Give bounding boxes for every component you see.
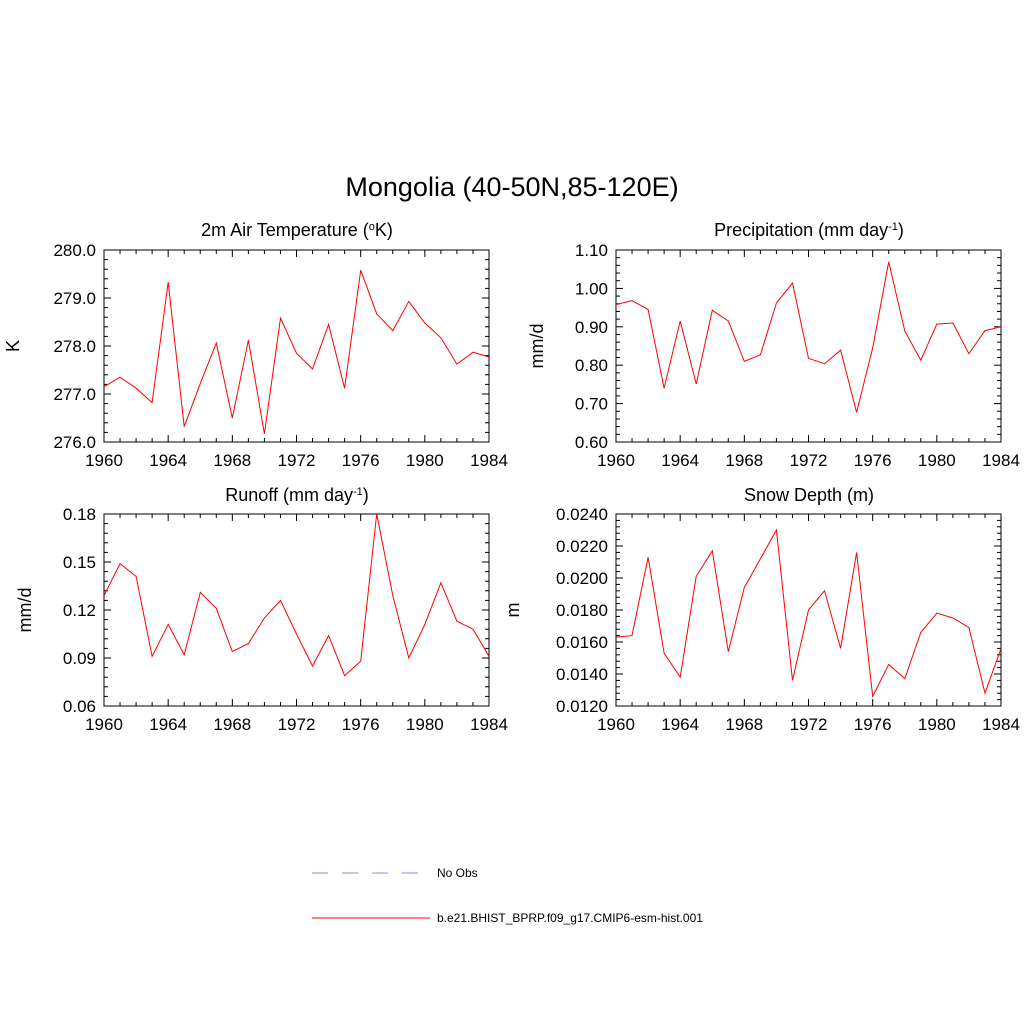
x-tick-label: 1976 (854, 715, 892, 734)
x-tick-label: 1980 (918, 451, 956, 470)
x-tick-label: 1960 (597, 451, 635, 470)
y-tick-label: 0.90 (575, 318, 608, 337)
x-tick-label: 1972 (278, 715, 316, 734)
x-tick-label: 1964 (149, 715, 187, 734)
x-tick-label: 1972 (790, 451, 828, 470)
y-tick-label: 278.0 (53, 337, 96, 356)
x-tick-label: 1976 (342, 715, 380, 734)
plot-frame (103, 249, 490, 443)
panel-title-end: K) (375, 220, 393, 240)
y-tick-label: 279.0 (53, 289, 96, 308)
y-axis-label: m (503, 603, 523, 618)
y-tick-label: 0.15 (63, 553, 96, 572)
y-tick-label: 0.60 (575, 433, 608, 452)
panel-title-sup: -1 (888, 221, 898, 233)
x-tick-label: 1960 (85, 451, 123, 470)
legend-label-model: b.e21.BHIST_BPRP.f09_g17.CMIP6-esm-hist.… (437, 911, 703, 925)
panel-title-sup: -1 (353, 486, 363, 498)
x-tick-label: 1968 (213, 451, 251, 470)
y-tick-label: 0.80 (575, 356, 608, 375)
legend: No Obs b.e21.BHIST_BPRP.f09_g17.CMIP6-es… (312, 866, 703, 925)
plot-0: 1960 1964 1968 1972 1976 1980 1984 276.0 277.0 27… (53, 241, 507, 470)
series-line (103, 270, 490, 434)
y-tick-label: 1.10 (575, 241, 608, 260)
y-tick-label: 0.0220 (556, 537, 608, 556)
panel-title-main: Runoff (mm day (225, 485, 353, 505)
y-axis-label: K (3, 340, 23, 352)
panel-runoff: Runoff (mm day-1) mm/d (15, 485, 369, 633)
y-tick-label: 277.0 (53, 385, 96, 404)
x-tick-label: 1984 (982, 451, 1020, 470)
y-tick-label: 0.0240 (556, 505, 608, 524)
plot-frame (103, 513, 490, 707)
x-tick-label: 1984 (470, 451, 508, 470)
series-line (615, 528, 1002, 699)
x-tick-label: 1980 (406, 715, 444, 734)
x-tick-label: 1972 (790, 715, 828, 734)
panel-title: Precipitation (mm day-1) (714, 220, 904, 240)
plot-3: 1960 1964 1968 1972 1976 1980 1984 0.0120 0.0140… (556, 505, 1020, 734)
panel-precipitation: Precipitation (mm day-1) mm/d (527, 220, 904, 369)
panel-title-end: ) (898, 220, 904, 240)
page-title: Mongolia (40-50N,85-120E) (345, 172, 678, 202)
panel-title-main: Snow Depth (m) (744, 485, 874, 505)
panel-snow-depth: Snow Depth (m) m (503, 485, 874, 618)
panel-air-temperature: 2m Air Temperature (oK) K (3, 220, 393, 352)
y-tick-label: 0.70 (575, 395, 608, 414)
y-tick-label: 276.0 (53, 433, 96, 452)
series-line (103, 513, 490, 677)
y-tick-label: 0.12 (63, 601, 96, 620)
x-tick-label: 1964 (661, 451, 699, 470)
x-tick-label: 1968 (725, 715, 763, 734)
x-tick-label: 1984 (470, 715, 508, 734)
y-tick-label: 0.09 (63, 649, 96, 668)
x-tick-label: 1964 (661, 715, 699, 734)
x-tick-label: 1972 (278, 451, 316, 470)
x-tick-label: 1976 (342, 451, 380, 470)
panel-title: Runoff (mm day-1) (225, 485, 369, 505)
plot-1: 1960 1964 1968 1972 1976 1980 1984 0.60 0.70 0.80… (575, 241, 1020, 470)
panel-title-main: 2m Air Temperature ( (201, 220, 369, 240)
y-tick-label: 0.18 (63, 505, 96, 524)
y-tick-label: 0.0180 (556, 601, 608, 620)
y-tick-label: 0.0200 (556, 569, 608, 588)
y-axis-label: mm/d (15, 588, 35, 633)
x-tick-label: 1964 (149, 451, 187, 470)
y-tick-label: 0.06 (63, 697, 96, 716)
x-tick-label: 1960 (597, 715, 635, 734)
panel-title-sup: o (369, 221, 375, 233)
panel-title-end: ) (363, 485, 369, 505)
x-tick-label: 1968 (725, 451, 763, 470)
legend-label-no-obs: No Obs (437, 866, 478, 880)
x-tick-label: 1980 (918, 715, 956, 734)
y-axis-label: mm/d (527, 324, 547, 369)
y-tick-label: 1.00 (575, 279, 608, 298)
y-tick-label: 0.0160 (556, 633, 608, 652)
x-tick-label: 1976 (854, 451, 892, 470)
x-tick-label: 1980 (406, 451, 444, 470)
panel-title: 2m Air Temperature (oK) (201, 220, 393, 240)
y-tick-label: 0.0120 (556, 697, 608, 716)
x-tick-label: 1984 (982, 715, 1020, 734)
plot-2: 1960 1964 1968 1972 1976 1980 1984 0.06 0.09 0.12… (63, 505, 508, 734)
series-line (615, 261, 1002, 413)
y-tick-label: 280.0 (53, 241, 96, 260)
x-tick-label: 1960 (85, 715, 123, 734)
panel-title: Snow Depth (m) (744, 485, 874, 505)
panel-title-main: Precipitation (mm day (714, 220, 888, 240)
x-tick-label: 1968 (213, 715, 251, 734)
y-tick-label: 0.0140 (556, 665, 608, 684)
